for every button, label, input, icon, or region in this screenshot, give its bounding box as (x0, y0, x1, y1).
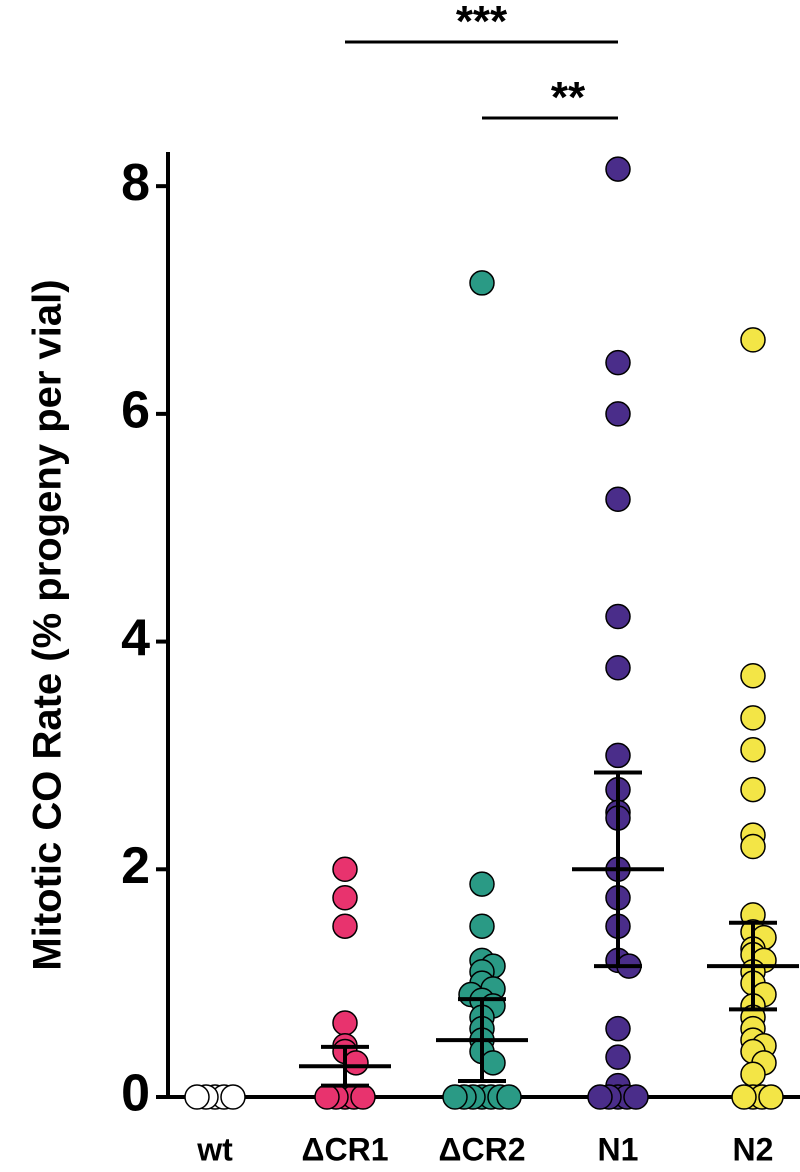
data-point (469, 913, 495, 939)
x-tick-label: N1 (598, 1131, 639, 1167)
y-axis-label: Mitotic CO Rate (% progeny per vial) (26, 279, 70, 970)
data-point (605, 486, 631, 513)
data-point (605, 655, 631, 681)
data-point (605, 742, 631, 769)
y-tick-label: 6 (121, 382, 150, 440)
data-point (740, 327, 766, 353)
data-point (605, 401, 631, 427)
data-point (623, 1084, 649, 1110)
data-point (332, 856, 358, 883)
data-point (469, 270, 495, 296)
y-tick-label: 2 (121, 837, 150, 895)
data-point (731, 1084, 757, 1110)
data-point (343, 1050, 369, 1076)
data-point (220, 1084, 246, 1110)
x-tick-label: N2 (733, 1131, 774, 1167)
y-tick-label: 8 (121, 154, 150, 212)
x-tick-label: wt (196, 1131, 233, 1167)
data-point (740, 833, 766, 860)
significance-label: *** (456, 0, 508, 46)
data-point (184, 1084, 210, 1110)
x-tick-label: ΔCR2 (438, 1131, 525, 1167)
data-point (605, 1015, 631, 1042)
data-point (605, 156, 631, 182)
x-tick-label: ΔCR1 (301, 1131, 388, 1167)
data-point (740, 662, 766, 689)
data-point (480, 1050, 506, 1076)
data-point (332, 913, 358, 939)
data-point (469, 871, 495, 897)
data-point (740, 776, 766, 803)
data-point (740, 1061, 766, 1087)
data-point (587, 1084, 613, 1110)
data-point (605, 1044, 631, 1070)
data-point (350, 1084, 376, 1110)
data-point (442, 1084, 468, 1110)
data-point (740, 736, 766, 763)
data-point (605, 349, 631, 376)
data-point (314, 1084, 340, 1110)
data-point (758, 1084, 784, 1110)
y-tick-label: 4 (121, 609, 150, 667)
data-point (496, 1084, 522, 1110)
data-point (332, 1010, 358, 1036)
data-point (740, 705, 766, 731)
data-point (332, 885, 358, 911)
significance-label: ** (551, 73, 586, 122)
data-point (605, 603, 631, 630)
y-tick-label: 0 (121, 1065, 150, 1123)
